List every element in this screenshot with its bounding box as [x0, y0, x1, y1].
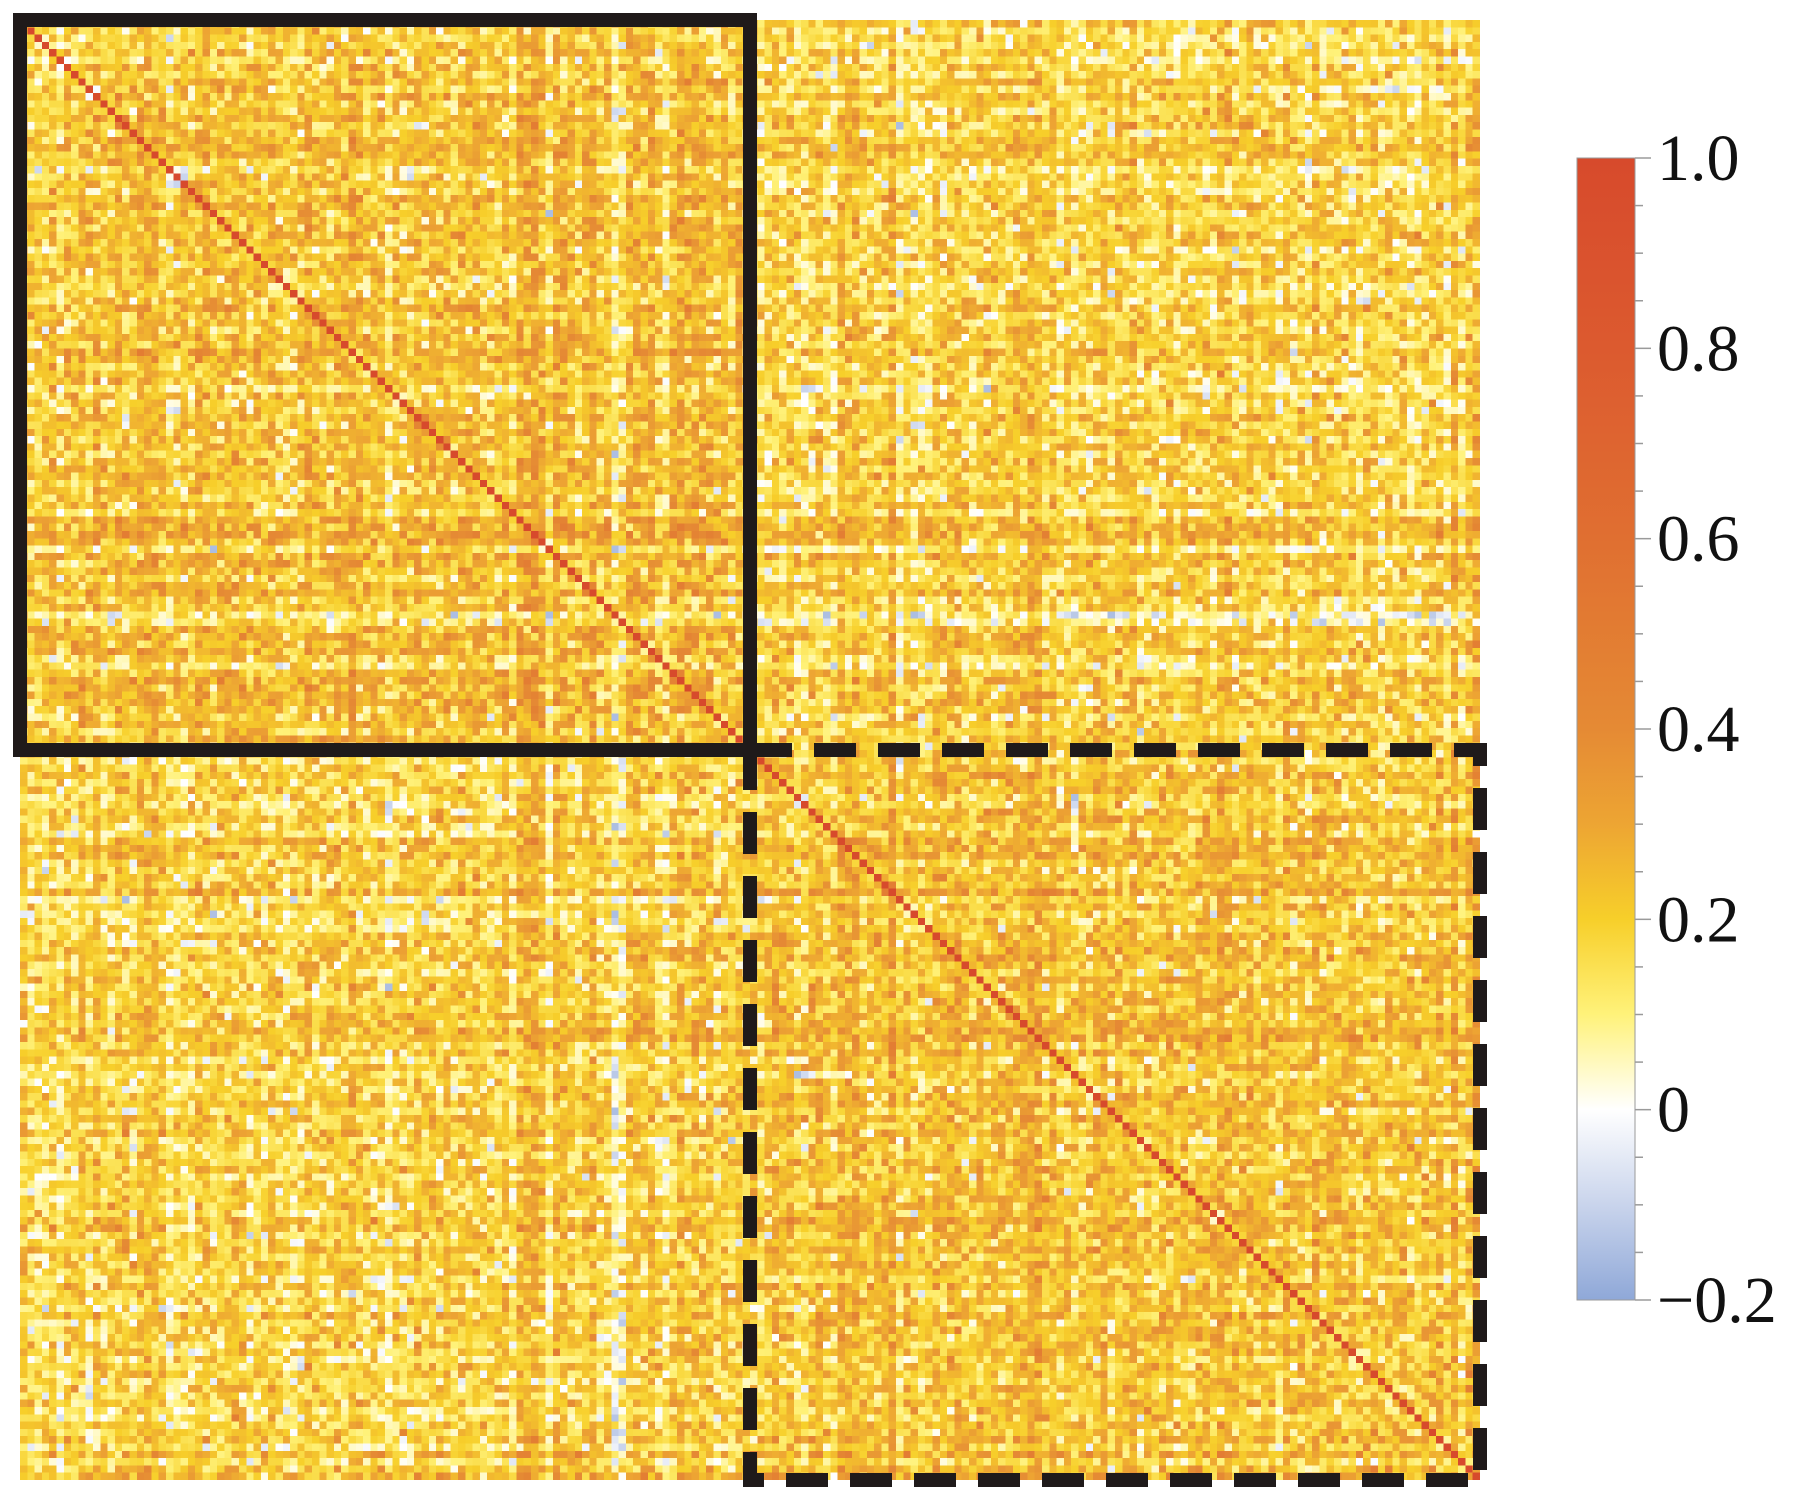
colorbar-tick-label: 0.6	[1657, 503, 1740, 576]
colorbar-tick-label: 0.4	[1657, 693, 1740, 766]
colorbar: 1.0 0.8 0.6 0.4 0.2 0 −0.2	[1576, 122, 1777, 1337]
colorbar-tick-label: 0.8	[1657, 312, 1740, 385]
colorbar-gradient	[1576, 157, 1636, 1301]
colorbar-ticks: 1.0 0.8 0.6 0.4 0.2 0 −0.2	[1635, 122, 1777, 1337]
colorbar-tick-label: 1.0	[1657, 122, 1740, 195]
block-outlines	[13, 13, 1487, 1487]
block-outline-2-dashed	[743, 743, 1487, 1487]
block-outline-1-solid	[13, 13, 757, 757]
colorbar-tick-label: −0.2	[1657, 1264, 1777, 1337]
colorbar-tick-label: 0.2	[1657, 883, 1740, 956]
colorbar-tick-label: 0	[1657, 1074, 1690, 1147]
